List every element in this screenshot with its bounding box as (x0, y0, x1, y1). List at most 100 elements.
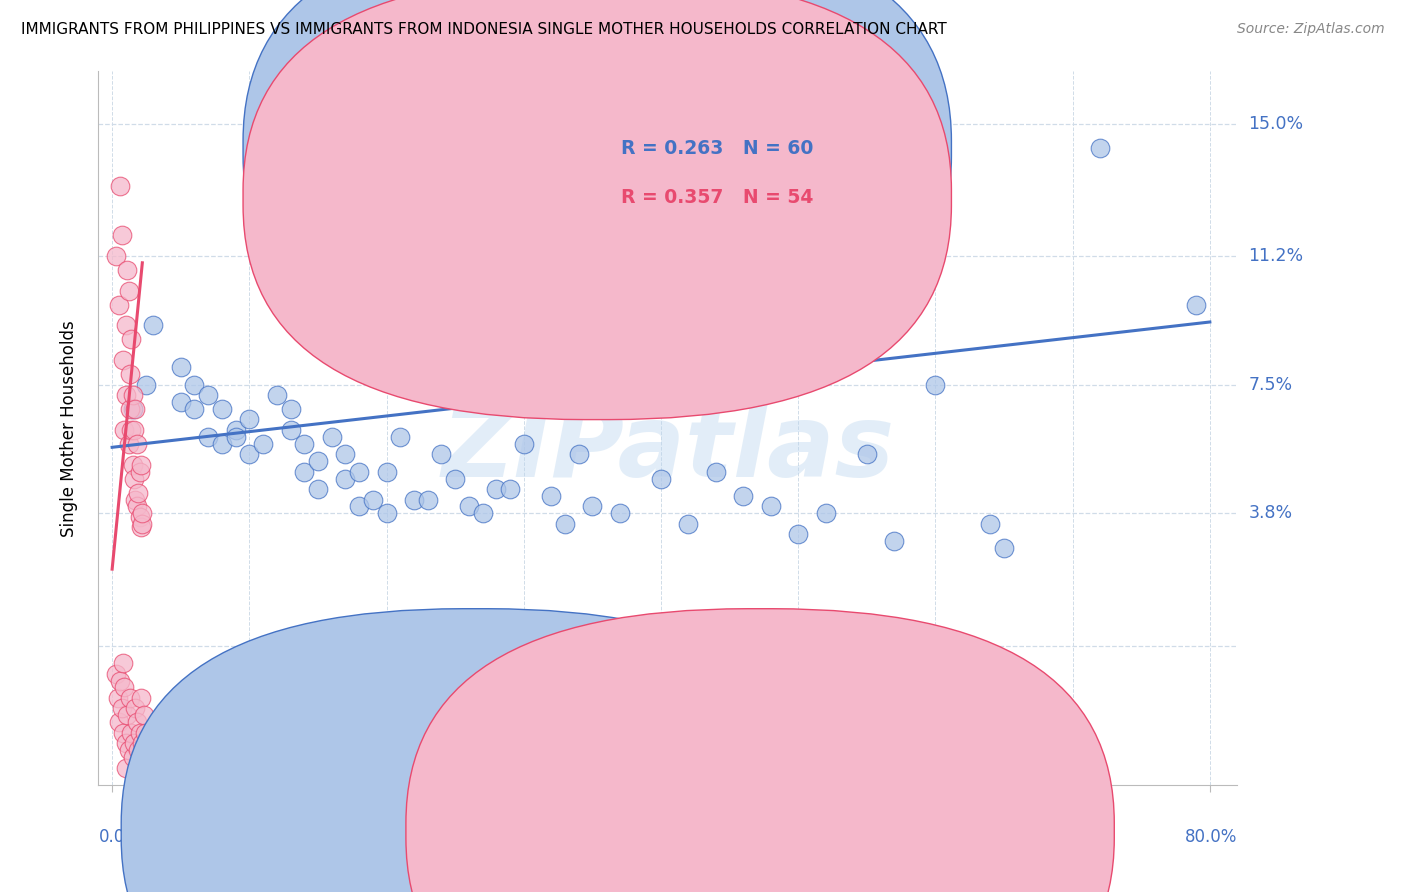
Point (568, 447, 591, 461)
Point (402, 492, 425, 507)
Text: Source: ZipAtlas.com: Source: ZipAtlas.com (1237, 22, 1385, 37)
Point (122, 423, 145, 437)
Point (122, 736, 145, 750)
Point (127, 743, 149, 757)
Point (183, 402, 205, 417)
FancyBboxPatch shape (406, 608, 1115, 892)
Point (129, 458, 152, 472)
Point (121, 750, 143, 764)
Point (280, 402, 302, 417)
Point (1185, 297, 1208, 311)
Point (114, 423, 136, 437)
Point (118, 690, 141, 705)
Point (540, 489, 562, 503)
Point (125, 715, 148, 730)
Point (118, 368, 141, 382)
Point (121, 402, 143, 417)
Point (292, 465, 315, 479)
Point (125, 500, 148, 514)
Point (128, 510, 150, 524)
Point (554, 516, 576, 531)
Point (115, 388, 138, 402)
Point (124, 492, 146, 507)
Point (225, 430, 247, 444)
FancyBboxPatch shape (243, 0, 952, 419)
Point (307, 482, 329, 496)
Point (142, 318, 165, 333)
Point (108, 297, 131, 311)
Text: 3.8%: 3.8% (1249, 505, 1292, 523)
Text: 0.0%: 0.0% (98, 828, 141, 846)
Point (131, 736, 153, 750)
Point (134, 725, 156, 739)
Text: 11.2%: 11.2% (1249, 247, 1303, 265)
Point (430, 447, 453, 461)
Point (132, 708, 155, 723)
Point (197, 430, 219, 444)
Text: R = 0.263   N = 60: R = 0.263 N = 60 (621, 139, 814, 158)
Point (471, 507, 494, 521)
Point (110, 673, 132, 688)
Point (117, 437, 139, 451)
Point (1088, 141, 1111, 155)
Point (115, 318, 138, 333)
Point (238, 447, 260, 461)
Point (704, 465, 727, 479)
Text: Immigrants from Philippines: Immigrants from Philippines (499, 822, 734, 839)
Point (444, 472, 467, 486)
Point (252, 437, 274, 451)
Point (321, 430, 343, 444)
Point (416, 492, 439, 507)
Point (105, 249, 128, 263)
Point (292, 437, 315, 451)
Point (107, 690, 129, 705)
Point (225, 423, 247, 437)
Point (124, 402, 146, 417)
Point (120, 725, 142, 739)
Point (211, 437, 233, 451)
Point (499, 482, 522, 496)
FancyBboxPatch shape (243, 0, 952, 370)
Point (108, 715, 131, 730)
Text: R = 0.357   N = 54: R = 0.357 N = 54 (621, 188, 814, 207)
FancyBboxPatch shape (121, 608, 830, 892)
Point (115, 760, 138, 774)
FancyBboxPatch shape (565, 128, 873, 218)
Point (117, 743, 139, 757)
Point (924, 377, 946, 392)
Point (121, 458, 143, 472)
Point (118, 402, 141, 417)
Point (128, 465, 150, 479)
Point (375, 507, 398, 521)
Point (112, 656, 135, 670)
Point (135, 377, 157, 392)
Point (347, 500, 370, 514)
Point (993, 541, 1015, 556)
Point (111, 227, 134, 242)
Point (110, 179, 132, 194)
Point (609, 507, 631, 521)
Point (111, 701, 134, 715)
Point (678, 516, 700, 531)
Point (375, 465, 398, 479)
Point (121, 388, 143, 402)
Point (197, 388, 219, 402)
Text: IMMIGRANTS FROM PHILIPPINES VS IMMIGRANTS FROM INDONESIA SINGLE MOTHER HOUSEHOLD: IMMIGRANTS FROM PHILIPPINES VS IMMIGRANT… (21, 22, 946, 37)
Text: 7.5%: 7.5% (1249, 376, 1292, 393)
Y-axis label: Single Mother Households: Single Mother Households (59, 320, 77, 536)
Point (513, 437, 536, 451)
Point (759, 500, 782, 514)
Point (485, 482, 508, 496)
Point (131, 516, 153, 531)
Text: ZIPatlas: ZIPatlas (441, 401, 894, 498)
Point (307, 454, 329, 468)
Point (127, 485, 149, 500)
Point (211, 402, 233, 417)
Point (105, 666, 128, 681)
Point (125, 437, 148, 451)
Point (979, 516, 1001, 531)
Point (115, 708, 138, 723)
Point (128, 725, 150, 739)
Point (120, 332, 142, 346)
Point (238, 412, 260, 426)
